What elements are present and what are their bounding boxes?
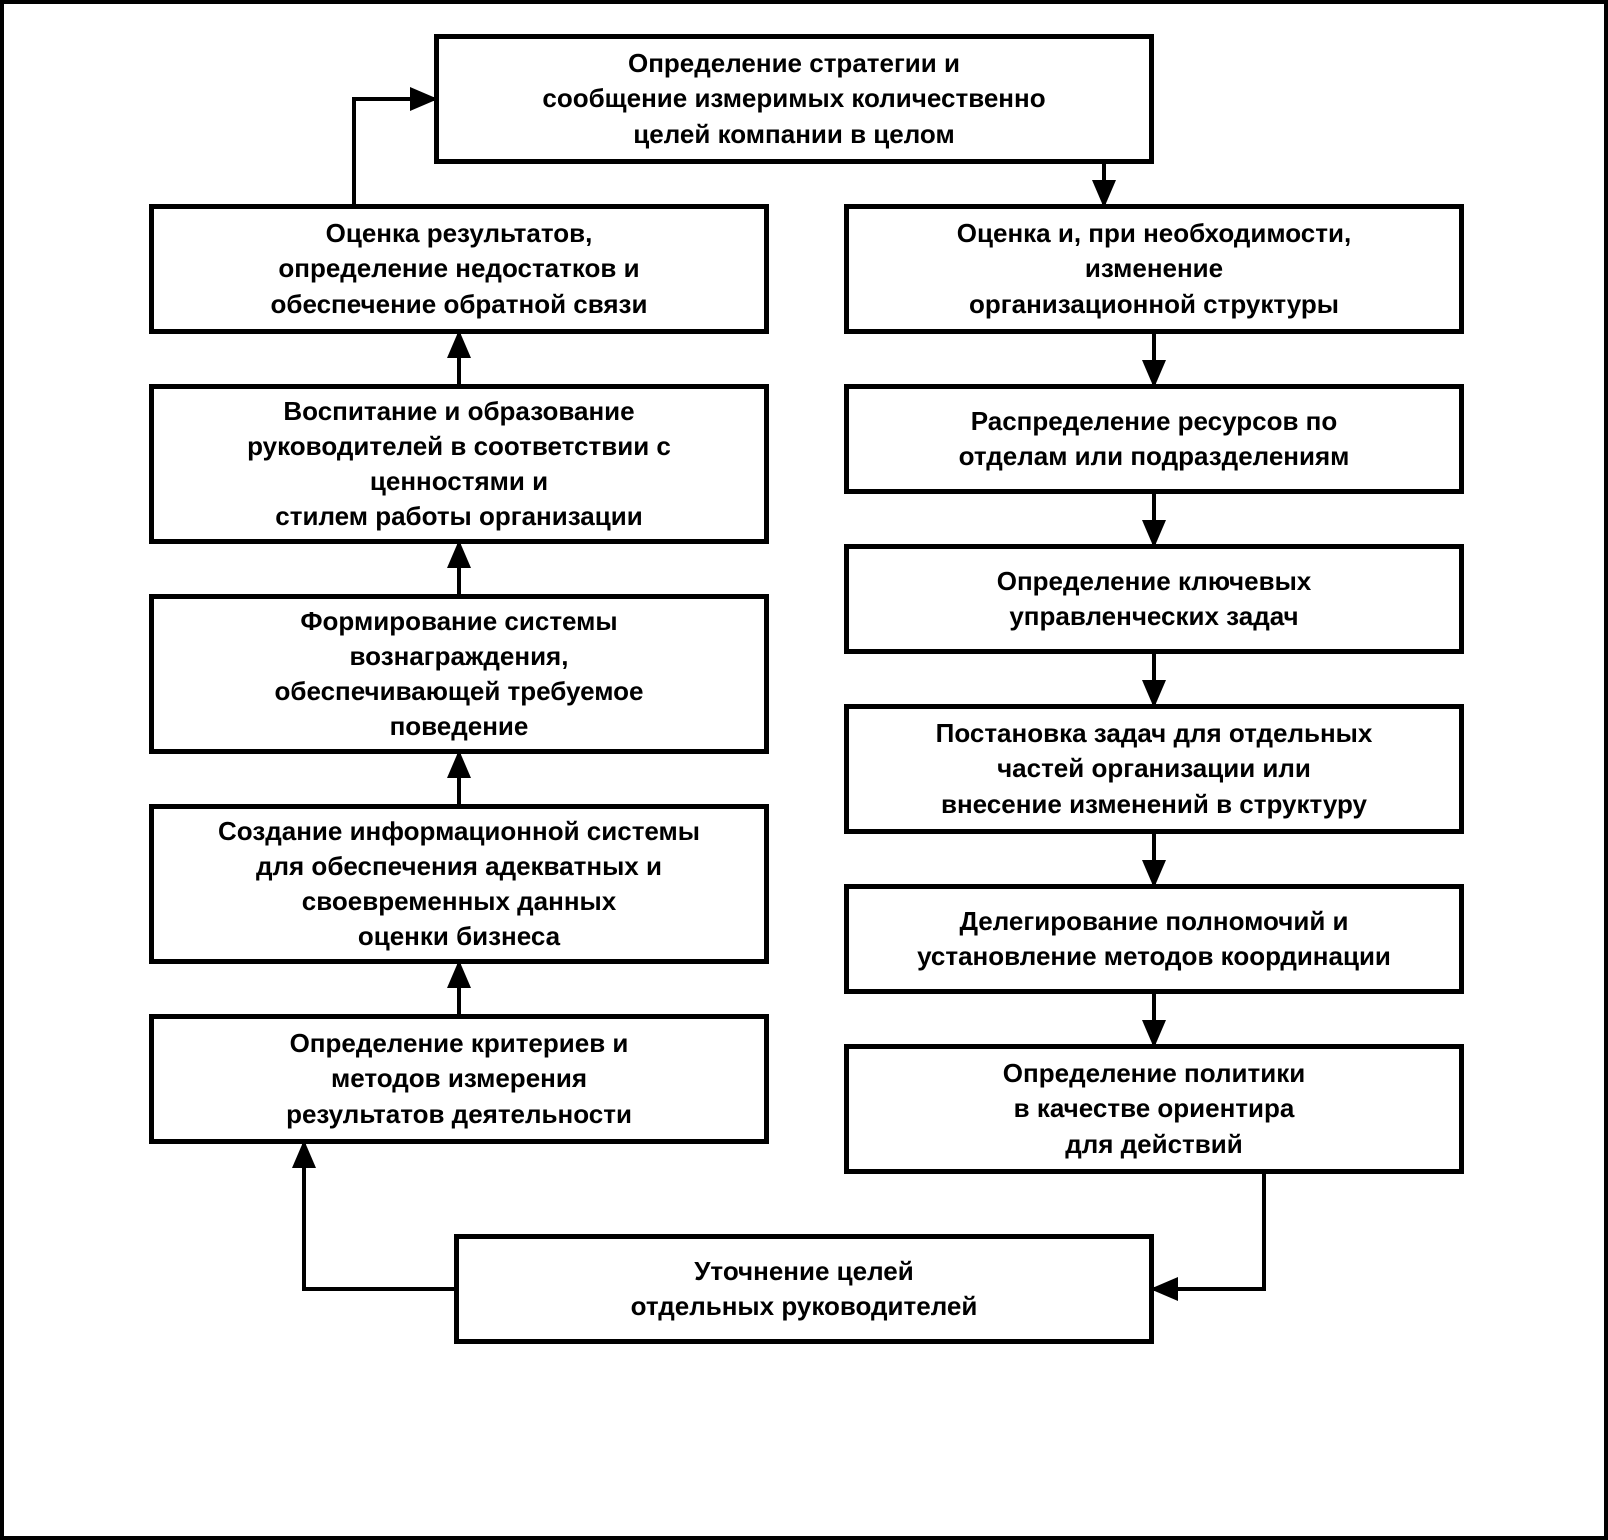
node-bottom: Уточнение целей отдельных руководителей bbox=[454, 1234, 1154, 1344]
node-r6: Определение политики в качестве ориентир… bbox=[844, 1044, 1464, 1174]
node-l2: Воспитание и образование руководителей в… bbox=[149, 384, 769, 544]
edge-l1-top bbox=[354, 99, 434, 204]
node-r3: Определение ключевых управленческих зада… bbox=[844, 544, 1464, 654]
node-r4: Постановка задач для отдельных частей ор… bbox=[844, 704, 1464, 834]
node-l3: Формирование системы вознаграждения, обе… bbox=[149, 594, 769, 754]
node-r5: Делегирование полномочий и установление … bbox=[844, 884, 1464, 994]
diagram-frame: Определение стратегии и сообщение измери… bbox=[0, 0, 1608, 1540]
node-l4: Создание информационной системы для обес… bbox=[149, 804, 769, 964]
node-r2: Распределение ресурсов по отделам или по… bbox=[844, 384, 1464, 494]
node-r1: Оценка и, при необходимости, изменение о… bbox=[844, 204, 1464, 334]
node-l5: Определение критериев и методов измерени… bbox=[149, 1014, 769, 1144]
edge-bottom-l5 bbox=[304, 1144, 454, 1289]
node-top: Определение стратегии и сообщение измери… bbox=[434, 34, 1154, 164]
edge-r6-bottom bbox=[1154, 1174, 1264, 1289]
node-l1: Оценка результатов, определение недостат… bbox=[149, 204, 769, 334]
